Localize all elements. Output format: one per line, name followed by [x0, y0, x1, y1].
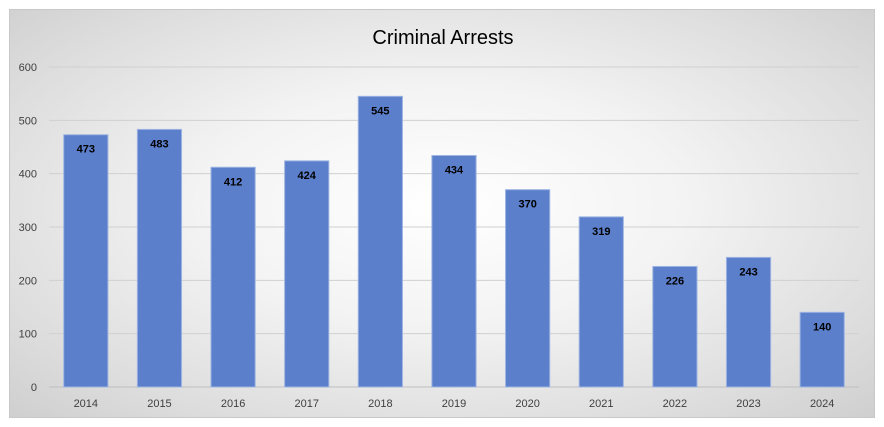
x-tick-label-2017: 2017 [294, 398, 318, 410]
x-tick-label-2023: 2023 [736, 398, 760, 410]
data-label-2018: 545 [371, 105, 389, 117]
bar-2022 [652, 265, 698, 388]
chart-title: Criminal Arrests [372, 27, 513, 49]
y-tick-label: 500 [19, 115, 37, 127]
y-axis: 0 100 200 300 400 500 600 [19, 62, 37, 394]
x-axis: 2014 2015 2016 2017 2018 2019 2020 2021 2022 2023… [74, 398, 835, 410]
bar-2014 [63, 134, 109, 388]
data-label-2024: 140 [813, 321, 831, 333]
x-tick-label-2022: 2022 [663, 398, 687, 410]
bar-2024 [799, 311, 845, 388]
x-tick-label-2014: 2014 [74, 398, 98, 410]
x-tick-label-2021: 2021 [589, 398, 613, 410]
data-label-2019: 434 [445, 165, 464, 177]
x-tick-label-2019: 2019 [442, 398, 466, 410]
bar-2015 [136, 128, 183, 388]
x-tick-label-2020: 2020 [515, 398, 539, 410]
y-tick-label: 600 [19, 62, 37, 74]
bars [63, 95, 845, 388]
y-tick-label: 200 [19, 275, 37, 287]
bar-2017 [284, 160, 330, 388]
bar-chart: Criminal Arrests 0 100 200 300 400 500 600 473… [19, 27, 859, 410]
data-label-2017: 424 [298, 170, 317, 182]
data-label-2022: 226 [666, 275, 684, 287]
y-tick-label: 300 [19, 222, 37, 234]
x-tick-label-2024: 2024 [810, 398, 834, 410]
data-label-2020: 370 [518, 199, 536, 211]
data-label-2014: 473 [77, 144, 95, 156]
data-label-2015: 483 [150, 138, 168, 150]
bar-2021 [578, 216, 624, 388]
x-tick-label-2016: 2016 [221, 398, 245, 410]
data-label-2023: 243 [739, 266, 757, 278]
y-tick-label: 100 [19, 329, 37, 341]
bar-2018 [357, 95, 403, 388]
x-tick-label-2015: 2015 [147, 398, 171, 410]
data-label-2016: 412 [224, 176, 242, 188]
bar-2016 [210, 166, 256, 388]
x-tick-label-2018: 2018 [368, 398, 392, 410]
bar-2019 [431, 155, 477, 388]
bar-2020 [505, 189, 551, 388]
data-label-2021: 319 [592, 226, 610, 238]
y-tick-label: 0 [31, 382, 37, 394]
chart-area: Criminal Arrests 0 100 200 300 400 500 600 473… [9, 9, 875, 418]
bar-2023 [725, 256, 772, 388]
data-labels: 473 483 412 424 545 434 370 319 226 243 140 [77, 105, 832, 333]
y-tick-label: 400 [19, 169, 37, 181]
